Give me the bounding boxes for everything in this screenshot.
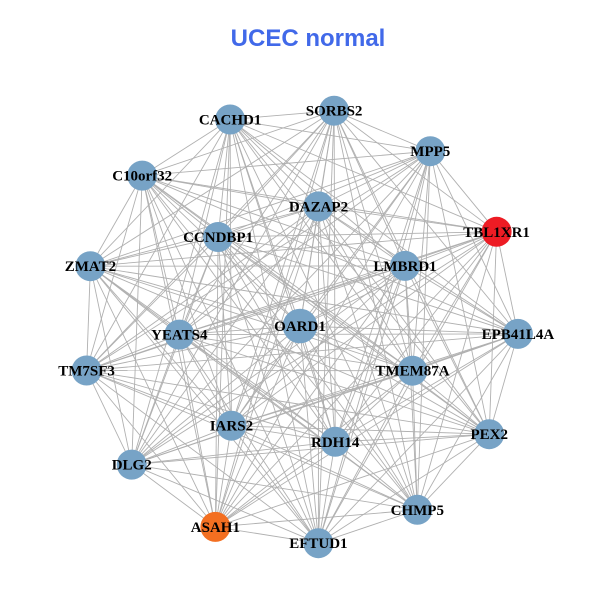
- svg-text:DLG2: DLG2: [112, 458, 152, 474]
- svg-text:DAZAP2: DAZAP2: [289, 199, 348, 215]
- svg-text:EPB41L4A: EPB41L4A: [482, 327, 555, 343]
- svg-text:ASAH1: ASAH1: [191, 520, 240, 536]
- svg-text:CHMP5: CHMP5: [391, 503, 444, 519]
- svg-text:TBL1XR1: TBL1XR1: [463, 225, 530, 241]
- svg-text:ZMAT2: ZMAT2: [65, 259, 116, 275]
- svg-text:CACHD1: CACHD1: [199, 113, 262, 129]
- svg-text:EFTUD1: EFTUD1: [289, 536, 347, 552]
- svg-text:SORBS2: SORBS2: [306, 104, 363, 120]
- svg-text:LMBRD1: LMBRD1: [373, 259, 436, 275]
- svg-text:YEATS4: YEATS4: [151, 328, 208, 344]
- svg-text:OARD1: OARD1: [274, 319, 326, 335]
- svg-text:CCNDBP1: CCNDBP1: [183, 230, 253, 246]
- svg-text:TM7SF3: TM7SF3: [58, 364, 115, 380]
- svg-text:C10orf32: C10orf32: [112, 169, 172, 185]
- svg-text:MPP5: MPP5: [410, 144, 450, 160]
- svg-text:UCEC normal: UCEC normal: [231, 25, 386, 52]
- svg-text:PEX2: PEX2: [470, 427, 508, 443]
- svg-text:IARS2: IARS2: [210, 419, 253, 435]
- svg-text:TMEM87A: TMEM87A: [375, 364, 449, 380]
- svg-text:RDH14: RDH14: [311, 435, 360, 451]
